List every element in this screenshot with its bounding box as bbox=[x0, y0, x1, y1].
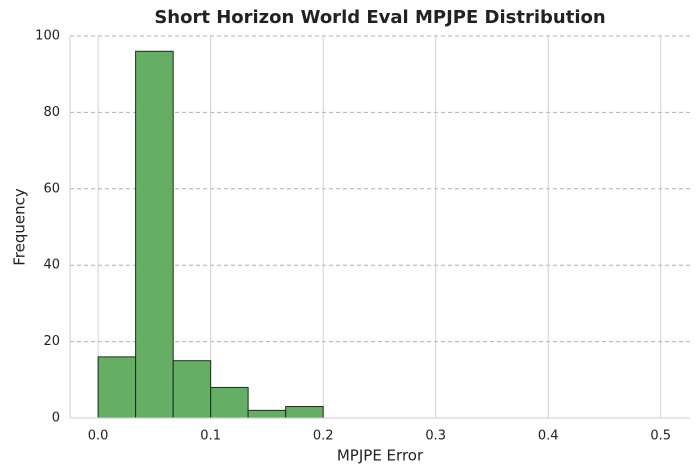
y-tick-label: 0 bbox=[52, 411, 60, 426]
x-axis-label: MPJPE Error bbox=[337, 447, 424, 465]
x-tick-label: 0.0 bbox=[88, 429, 109, 444]
chart-title: Short Horizon World Eval MPJPE Distribut… bbox=[154, 7, 605, 28]
x-tick-label: 0.3 bbox=[425, 429, 446, 444]
x-tick-label: 0.2 bbox=[313, 429, 334, 444]
y-tick-label: 40 bbox=[43, 258, 60, 273]
bar bbox=[172, 360, 212, 419]
y-tick-label: 60 bbox=[43, 181, 60, 196]
bar bbox=[285, 406, 324, 419]
x-tick-label: 0.1 bbox=[200, 429, 221, 444]
bar bbox=[210, 386, 249, 419]
bar bbox=[247, 409, 287, 419]
y-tick-label: 80 bbox=[43, 105, 60, 120]
y-tick-label: 100 bbox=[35, 29, 60, 44]
bar bbox=[97, 356, 137, 419]
x-tick-label: 0.4 bbox=[538, 429, 559, 444]
y-tick-label: 20 bbox=[43, 334, 60, 349]
bar bbox=[135, 50, 174, 419]
y-axis-label: Frequency bbox=[11, 188, 29, 266]
x-tick-label: 0.5 bbox=[650, 429, 671, 444]
